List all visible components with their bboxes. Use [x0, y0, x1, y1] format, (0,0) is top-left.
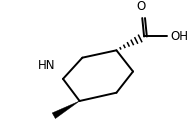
Text: O: O — [137, 0, 146, 13]
Text: OH: OH — [170, 30, 188, 43]
Text: HN: HN — [38, 59, 56, 72]
Polygon shape — [52, 101, 80, 119]
